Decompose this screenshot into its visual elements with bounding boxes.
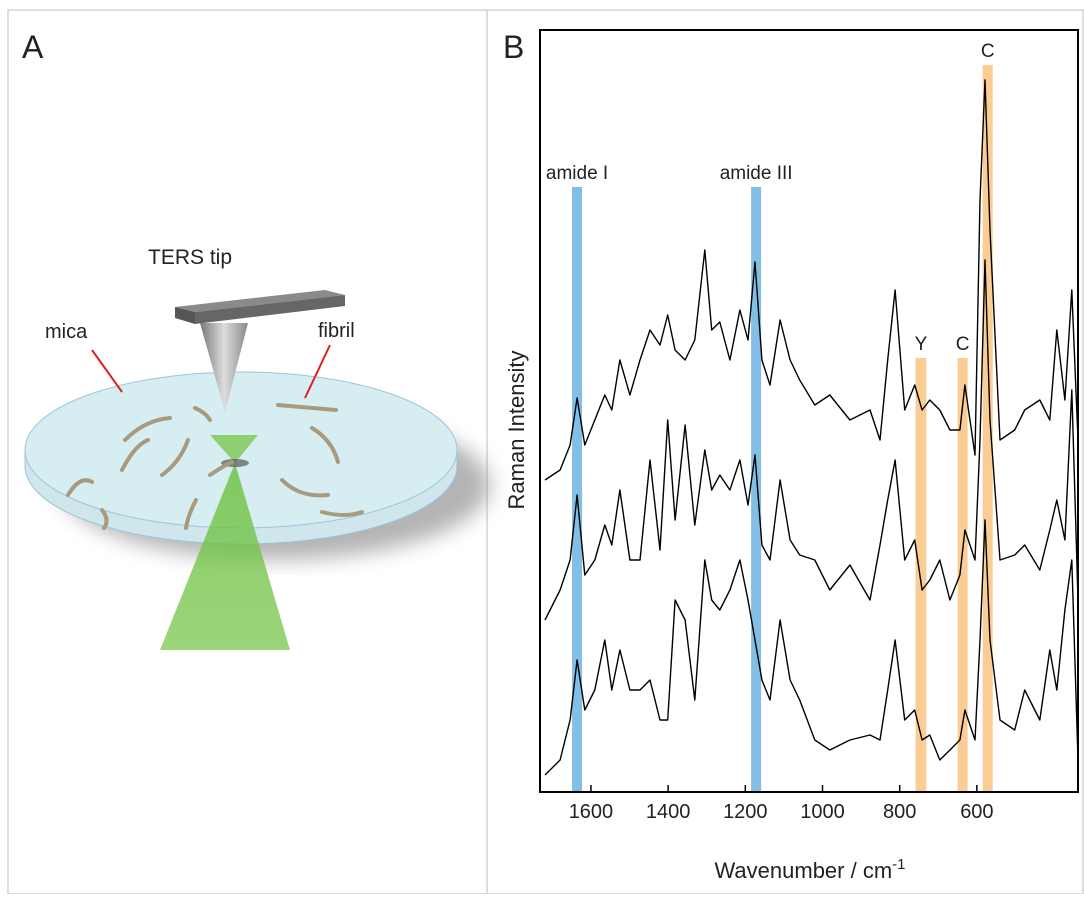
tip: [200, 323, 248, 412]
fibril: [280, 478, 330, 498]
fibril: [276, 403, 338, 412]
band-label: amide I: [546, 163, 608, 184]
annotation: fibril: [318, 320, 355, 342]
annotation: mica: [45, 321, 88, 343]
x-tick-label: 800: [883, 801, 916, 823]
fibril: [310, 426, 340, 464]
x-tick-label: 1000: [800, 801, 845, 823]
diagram: A TERS tip mica fibril: [22, 29, 490, 650]
x-tick-label: 1200: [723, 801, 768, 823]
spectrum: [544, 79, 1079, 481]
panel-label: B: [503, 29, 524, 65]
fibril: [100, 508, 109, 530]
fibril: [208, 460, 234, 477]
band-label: amide III: [720, 163, 793, 184]
cantilever-top: [175, 290, 345, 312]
band-label: C: [981, 41, 995, 62]
panel-label: A: [22, 29, 44, 65]
x-tick-label: 1400: [646, 801, 691, 823]
cantilever-side: [195, 295, 345, 324]
x-tick-label: 600: [960, 801, 993, 823]
spectrum: [544, 259, 1079, 621]
annotation: TERS tip: [148, 246, 232, 269]
plot-frame: [539, 29, 1079, 793]
cantilever-front: [175, 307, 195, 324]
fibril: [123, 416, 172, 442]
x-tick-label: 1600: [569, 801, 614, 823]
fibril: [66, 478, 94, 497]
band: [915, 358, 927, 792]
y-axis-label: Raman Intensity: [504, 351, 529, 510]
x-axis-label: Wavenumber / cm-1: [714, 856, 905, 883]
beam-upper: [210, 435, 258, 463]
fibril: [160, 438, 190, 477]
beam-lower: [160, 463, 290, 650]
fibril: [193, 406, 212, 422]
x-label-text: Wavenumber / cm: [714, 858, 892, 883]
band: [572, 187, 583, 792]
fibrils: [66, 403, 364, 530]
x-label-superscript: -1: [892, 856, 905, 873]
band: [751, 187, 762, 792]
fibril: [120, 438, 150, 472]
band-label: C: [956, 334, 970, 355]
band: [957, 358, 968, 792]
fibril: [184, 498, 198, 530]
spectrum: [544, 519, 1079, 776]
fibril: [320, 510, 364, 517]
band: [982, 65, 993, 792]
band-label: Y: [915, 334, 928, 355]
pointer-line: [91, 349, 123, 393]
pointer-line: [304, 344, 331, 399]
